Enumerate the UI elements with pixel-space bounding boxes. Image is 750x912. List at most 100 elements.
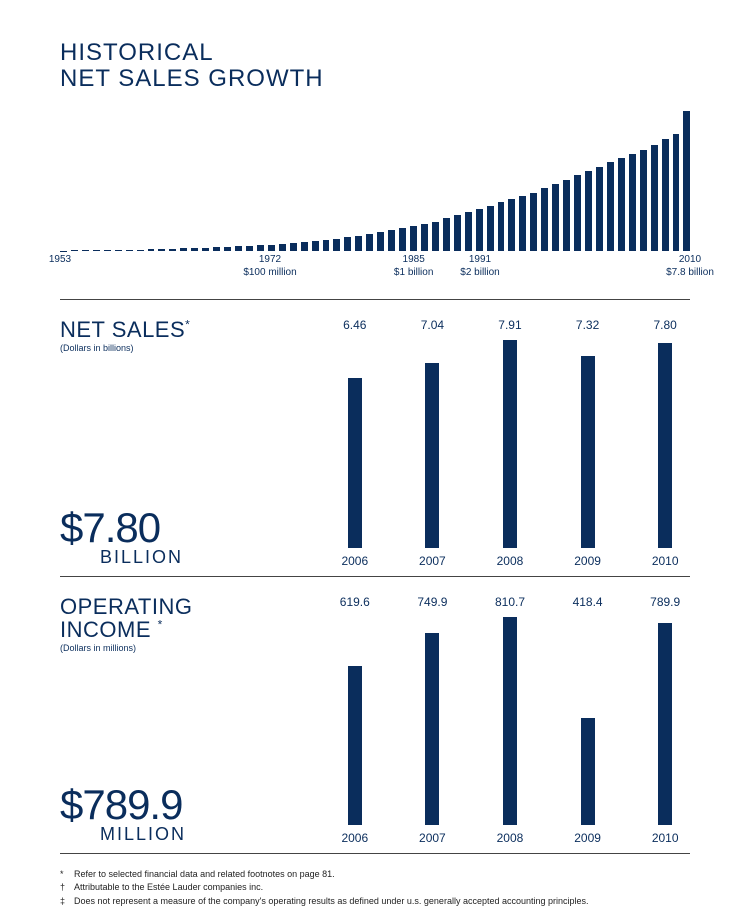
historical-bar (137, 250, 144, 251)
footnote-row: ‡Does not represent a measure of the com… (60, 895, 690, 909)
historical-bar (224, 247, 231, 251)
bar-value-label: 810.7 (495, 595, 525, 609)
historical-bar (399, 228, 406, 251)
historical-bar (476, 209, 483, 251)
bar-value-label: 749.9 (417, 595, 447, 609)
historical-bar (487, 206, 494, 251)
historical-bar (126, 250, 133, 251)
bar-category-label: 2010 (652, 554, 679, 568)
bar-value-label: 7.04 (421, 318, 444, 332)
historical-bar (574, 175, 581, 250)
historical-bar (596, 167, 603, 251)
historical-bar (388, 230, 395, 250)
historical-bar (640, 150, 647, 251)
historical-bar (257, 245, 264, 250)
net-sales-panel: NET SALES* (Dollars in billions) $7.80 B… (60, 300, 690, 577)
historical-bar (629, 154, 636, 251)
chart-bar (581, 356, 595, 548)
chart-bar (348, 378, 362, 548)
operating-income-title-l2: INCOME (60, 617, 151, 642)
bar-category-label: 2008 (497, 831, 524, 845)
bar-value-label: 418.4 (573, 595, 603, 609)
historical-bar (333, 239, 340, 251)
footnote-symbol: * (60, 868, 74, 882)
footnote-symbol: † (60, 881, 74, 895)
net-sales-title-text: NET SALES (60, 317, 185, 342)
historical-bar (443, 218, 450, 250)
historical-bar (607, 162, 614, 250)
footnote-row: *Refer to selected financial data and re… (60, 868, 690, 882)
footnote-symbol: ‡ (60, 895, 74, 909)
historical-bar (355, 236, 362, 251)
footnote-row: †Attributable to the Estée Lauder compan… (60, 881, 690, 895)
bar-zone (485, 615, 535, 825)
historical-bar (421, 224, 428, 251)
bar-zone (640, 338, 690, 548)
operating-income-title-l1: OPERATING (60, 594, 192, 619)
bar-column: 749.9 2007 (408, 595, 458, 845)
operating-income-title: OPERATING INCOME * (60, 595, 330, 641)
footnote-text: Attributable to the Estée Lauder compani… (74, 881, 263, 895)
chart-bar (658, 343, 672, 548)
bar-zone (563, 338, 613, 548)
chart-bar (503, 340, 517, 548)
asterisk-icon: * (158, 618, 163, 632)
historical-bar (290, 243, 297, 251)
chart-bar (503, 617, 517, 825)
historical-bar (246, 246, 253, 251)
historical-bar (93, 250, 100, 251)
bar-column: 810.7 2008 (485, 595, 535, 845)
operating-income-chart: 619.62006 749.9 2007 810.7 2008 418.4 2009 789.… (330, 595, 690, 845)
historical-bar (498, 202, 505, 250)
chart-bar (658, 623, 672, 825)
historical-bar (235, 246, 242, 250)
net-sales-bignum-wrap: $7.80 BILLION (60, 507, 330, 568)
historical-bar (673, 134, 680, 250)
historical-bar (202, 248, 209, 251)
bar-zone (330, 338, 380, 548)
historical-axis-label: 1953 (49, 253, 71, 266)
historical-bar (158, 249, 165, 251)
net-sales-left: NET SALES* (Dollars in billions) $7.80 B… (60, 318, 330, 568)
bar-value-label: 7.32 (576, 318, 599, 332)
section-divider (60, 299, 690, 300)
operating-income-big-value: $789.9 (60, 784, 330, 826)
bar-category-label: 2009 (574, 831, 601, 845)
operating-income-big-unit: MILLION (100, 824, 330, 845)
bar-column: 619.62006 (330, 595, 380, 845)
bar-value-label: 619.6 (340, 595, 370, 609)
bar-column: 6.462006 (330, 318, 380, 568)
bar-column: 7.042007 (408, 318, 458, 568)
net-sales-title: NET SALES* (60, 318, 330, 341)
bar-category-label: 2008 (497, 554, 524, 568)
historical-bar (344, 237, 351, 250)
historical-bar (541, 188, 548, 250)
bar-value-label: 789.9 (650, 595, 680, 609)
historical-bar (432, 222, 439, 251)
chart-bar (348, 666, 362, 825)
chart-bar (425, 363, 439, 548)
net-sales-big-unit: BILLION (100, 547, 330, 568)
asterisk-icon: * (185, 317, 190, 331)
historical-bar (683, 111, 690, 251)
historical-bar (563, 180, 570, 251)
historical-bar (519, 196, 526, 251)
historical-chart: 19531972$100 million1985$1 billion1991$2… (60, 103, 690, 293)
historical-bar (508, 199, 515, 251)
historical-title-line1: HISTORICAL (60, 40, 690, 66)
bar-zone (408, 338, 458, 548)
bar-zone (485, 338, 535, 548)
historical-bar (410, 226, 417, 251)
historical-title: HISTORICAL NET SALES GROWTH (60, 40, 690, 93)
bar-category-label: 2007 (419, 831, 446, 845)
operating-income-bignum-wrap: $789.9 MILLION (60, 784, 330, 845)
historical-bar (312, 241, 319, 251)
historical-bar (377, 232, 384, 250)
bar-column: 7.912008 (485, 318, 535, 568)
net-sales-heading: NET SALES* (Dollars in billions) (60, 318, 330, 353)
chart-bar (425, 633, 439, 825)
bar-category-label: 2006 (341, 554, 368, 568)
historical-bar (180, 248, 187, 250)
historical-bar (323, 240, 330, 251)
historical-bar (268, 245, 275, 251)
